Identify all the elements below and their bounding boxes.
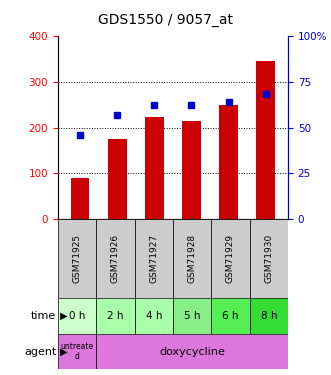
Bar	[182, 121, 201, 219]
Text: 4 h: 4 h	[146, 311, 162, 321]
Text: GSM71928: GSM71928	[188, 234, 197, 284]
Bar	[250, 298, 288, 334]
Bar	[173, 219, 211, 298]
Text: 6 h: 6 h	[222, 311, 239, 321]
Bar	[135, 219, 173, 298]
Text: agent: agent	[24, 346, 56, 357]
Text: GSM71930: GSM71930	[264, 234, 273, 284]
Bar	[96, 334, 288, 369]
Bar	[96, 219, 135, 298]
Text: GSM71929: GSM71929	[226, 234, 235, 284]
Text: untreate
d: untreate d	[61, 342, 94, 361]
Bar	[219, 105, 238, 219]
Bar	[211, 298, 250, 334]
Text: 8 h: 8 h	[260, 311, 277, 321]
Text: ▶: ▶	[57, 311, 67, 321]
Bar	[96, 298, 135, 334]
Text: GDS1550 / 9057_at: GDS1550 / 9057_at	[98, 13, 233, 27]
Bar	[71, 178, 89, 219]
Text: 0 h: 0 h	[69, 311, 85, 321]
Text: GSM71927: GSM71927	[149, 234, 158, 284]
Bar	[108, 139, 126, 219]
Text: 2 h: 2 h	[107, 311, 124, 321]
Text: GSM71926: GSM71926	[111, 234, 120, 284]
Text: GSM71925: GSM71925	[72, 234, 82, 284]
Bar	[145, 117, 164, 219]
Bar	[58, 334, 96, 369]
Bar	[250, 219, 288, 298]
Bar	[257, 61, 275, 219]
Text: ▶: ▶	[57, 346, 67, 357]
Text: 5 h: 5 h	[184, 311, 200, 321]
Text: doxycycline: doxycycline	[159, 346, 225, 357]
Bar	[135, 298, 173, 334]
Bar	[58, 219, 96, 298]
Bar	[173, 298, 211, 334]
Bar	[211, 219, 250, 298]
Bar	[58, 298, 96, 334]
Text: time: time	[31, 311, 56, 321]
